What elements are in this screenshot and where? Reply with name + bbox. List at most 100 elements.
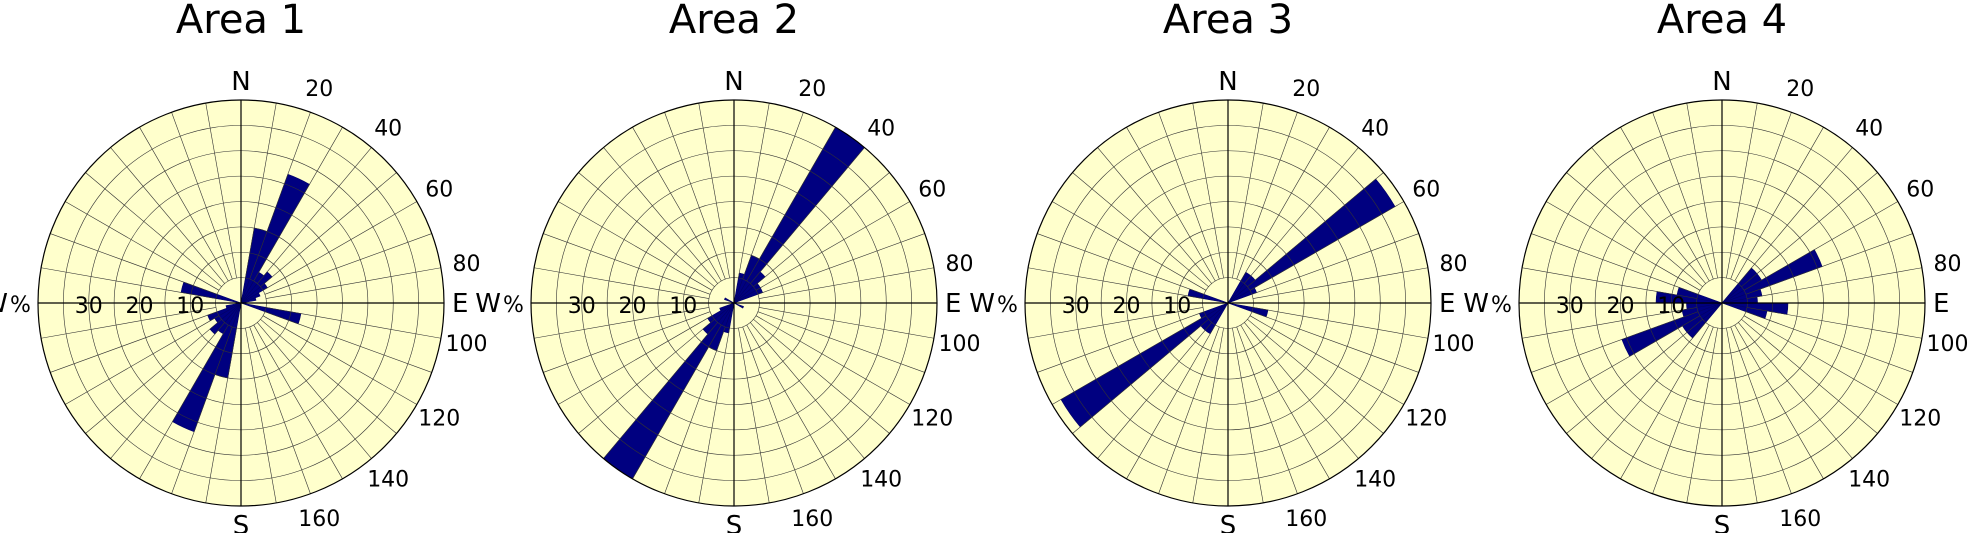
east-label: E: [1439, 289, 1455, 319]
grid-spoke: [41, 267, 217, 299]
grid-spoke: [1251, 233, 1419, 295]
grid-spoke: [603, 322, 718, 459]
grid-spoke: [1072, 319, 1209, 434]
grid-spoke: [757, 311, 925, 373]
angle-tick-label: 40: [374, 117, 402, 142]
grid-spoke: [245, 327, 277, 503]
grid-spoke: [1240, 324, 1330, 479]
angle-tick-label: 100: [1433, 332, 1475, 357]
angle-tick-label: 60: [918, 178, 946, 203]
grid-spoke: [262, 315, 417, 405]
grid-spoke: [1738, 147, 1853, 284]
south-label: S: [726, 511, 743, 533]
angle-tick-label: 120: [911, 407, 953, 432]
chart-title: Area 4: [1657, 0, 1787, 43]
west-label: W: [1463, 289, 1489, 319]
angle-tick-label: 80: [1934, 252, 1962, 277]
radial-tick-label: 30: [1556, 294, 1584, 319]
west-label: W: [475, 289, 501, 319]
grid-spoke: [534, 307, 710, 339]
angle-tick-label: 20: [798, 77, 826, 102]
grid-spoke: [1244, 322, 1359, 459]
south-label: S: [1220, 511, 1237, 533]
grid-spoke: [1686, 327, 1718, 503]
radial-unit-label: %: [10, 293, 31, 318]
rose-chart-2: Area 2 N S E W% 10 20 30 20 40 60 80 100 120 140 160: [475, 0, 981, 538]
grid-spoke: [1746, 267, 1922, 299]
grid-spoke: [264, 311, 432, 373]
angle-tick-label: 120: [1405, 407, 1447, 432]
grid-spoke: [205, 327, 237, 503]
angle-tick-label: 80: [946, 252, 974, 277]
angle-tick-label: 140: [1354, 467, 1396, 492]
grid-spoke: [1531, 233, 1699, 295]
north-label: N: [1712, 67, 1731, 97]
petal-245: [719, 302, 735, 312]
grid-spoke: [1686, 103, 1718, 279]
west-label: W: [969, 289, 995, 319]
east-label: E: [945, 289, 961, 319]
radial-unit-label: %: [1491, 293, 1512, 318]
grid-spoke: [260, 172, 397, 287]
grid-spoke: [742, 326, 804, 494]
grid-spoke: [1522, 267, 1698, 299]
grid-spoke: [558, 201, 713, 291]
grid-spoke: [1126, 127, 1216, 282]
grid-spoke: [1097, 322, 1212, 459]
angle-tick-label: 160: [1779, 507, 1821, 532]
petals: [603, 126, 865, 480]
grid-spoke: [757, 233, 925, 295]
polar-grid: [530, 99, 938, 507]
grid-spoke: [1097, 147, 1212, 284]
chart-title: Area 2: [669, 0, 799, 43]
rose-chart-1: Area 1 N S E W% 10 20 30 20 40 60 80 100 120 140 160: [0, 0, 488, 538]
grid-spoke: [1192, 327, 1224, 503]
grid-spoke: [260, 319, 397, 434]
grid-spoke: [50, 311, 218, 373]
grid-spoke: [1232, 103, 1264, 279]
grid-spoke: [65, 201, 220, 291]
grid-spoke: [139, 127, 229, 282]
grid-spoke: [1028, 307, 1204, 339]
petal-295: [724, 297, 735, 304]
grid-spoke: [1743, 201, 1898, 291]
grid-spoke: [1730, 326, 1792, 494]
grid-spoke: [664, 326, 726, 494]
angle-tick-label: 100: [1927, 332, 1969, 357]
angle-tick-label: 20: [1786, 77, 1814, 102]
angle-tick-label: 100: [939, 332, 981, 357]
radial-tick-label: 20: [1607, 294, 1635, 319]
north-label: N: [231, 67, 250, 97]
grid-spoke: [1734, 324, 1824, 479]
grid-spoke: [1591, 147, 1706, 284]
grid-spoke: [1072, 172, 1209, 287]
radial-tick-label: 10: [1657, 294, 1685, 319]
grid-spoke: [1037, 233, 1205, 295]
grid-spoke: [578, 319, 715, 434]
grid-spoke: [746, 324, 836, 479]
grid-spoke: [534, 267, 710, 299]
grid-spoke: [265, 307, 441, 339]
grid-spoke: [1726, 327, 1758, 503]
grid-spoke: [1620, 324, 1710, 479]
grid-spoke: [41, 307, 217, 339]
grid-spoke: [738, 327, 770, 503]
grid-spoke: [110, 147, 225, 284]
radial-tick-label: 20: [1113, 294, 1141, 319]
grid-spoke: [65, 315, 220, 405]
grid-spoke: [750, 322, 865, 459]
radial-tick-label: 10: [669, 294, 697, 319]
grid-spoke: [249, 112, 311, 280]
grid-spoke: [1591, 322, 1706, 459]
outer-ring: [1518, 99, 1926, 507]
angle-tick-label: 160: [298, 507, 340, 532]
south-label: S: [1714, 511, 1731, 533]
grid-spoke: [1620, 127, 1710, 282]
radial-unit-label: %: [503, 293, 524, 318]
polar-grid: [37, 99, 445, 507]
grid-spoke: [758, 307, 934, 339]
angle-tick-label: 140: [367, 467, 409, 492]
grid-spoke: [543, 311, 711, 373]
